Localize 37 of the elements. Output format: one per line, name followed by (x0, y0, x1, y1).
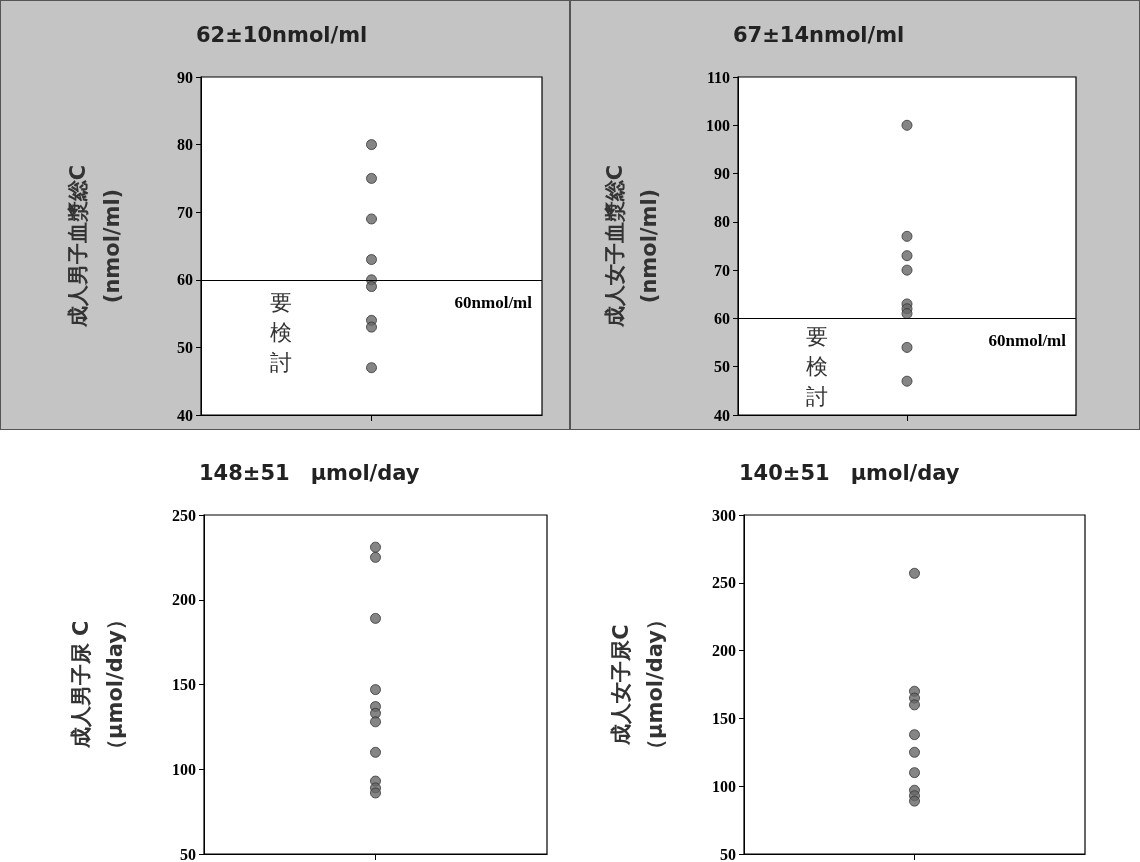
y-tick-label: 70 (177, 203, 193, 221)
y-tick-label: 150 (172, 676, 196, 693)
y-tick-label: 50 (714, 358, 730, 376)
y-tick-label: 200 (172, 591, 196, 609)
ref-line-label: 60nmol/ml (988, 331, 1067, 351)
y-tick-label: 100 (706, 116, 730, 134)
y-tick-label: 110 (706, 68, 730, 86)
y-tick-label: 90 (714, 165, 730, 183)
y-tick-label: 100 (172, 760, 196, 778)
chart-title: 140±51 μmol/day (739, 460, 960, 485)
y-axis-title: 成人女子血漿総C (nmol/ml) (603, 164, 661, 329)
y-tick-label: 150 (712, 709, 736, 727)
y-tick-label: 80 (714, 213, 730, 231)
y-axis-title: 成人女子尿C （μmol/day） (609, 609, 667, 760)
y-tick-label: 200 (712, 642, 736, 660)
y-axis-title: 成人男子血漿総C (nmol/ml) (66, 164, 124, 329)
ref-line-label: 60nmol/ml (454, 292, 533, 312)
y-tick-label: 70 (714, 261, 730, 279)
y-axis-title: 成人男子尿 C （μmol/day） (69, 609, 127, 760)
annotation: 要検討 (806, 323, 828, 409)
y-tick-label: 40 (714, 406, 730, 424)
y-tick-label: 300 (712, 506, 736, 524)
chart-title: 67±14nmol/ml (733, 22, 905, 47)
y-tick-label: 40 (177, 406, 193, 424)
y-tick-label: 250 (172, 506, 196, 524)
y-tick-label: 60 (714, 309, 730, 327)
annotation: 要検討 (269, 289, 292, 375)
y-tick-label: 80 (177, 136, 193, 154)
y-tick-label: 50 (720, 845, 736, 862)
y-tick-label: 50 (177, 338, 193, 356)
y-tick-label: 90 (177, 68, 193, 86)
y-tick-label: 60 (177, 271, 193, 289)
chart-title: 148±51 μmol/day (199, 460, 420, 485)
y-tick-label: 250 (712, 574, 736, 592)
y-tick-label: 100 (712, 777, 736, 795)
y-tick-label: 50 (180, 845, 196, 862)
chart-title: 62±10nmol/ml (196, 22, 368, 47)
